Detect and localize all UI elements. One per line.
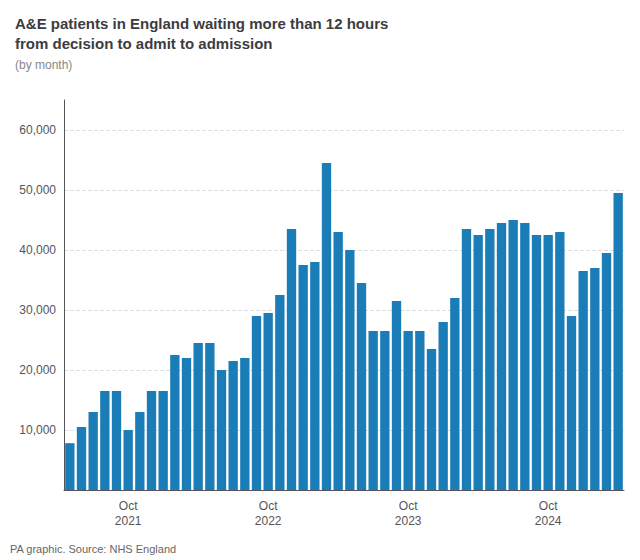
svg-text:60,000: 60,000 xyxy=(19,123,56,137)
svg-text:Oct: Oct xyxy=(119,499,138,513)
svg-text:Oct: Oct xyxy=(539,499,558,513)
svg-text:2024: 2024 xyxy=(535,514,562,528)
svg-text:20,000: 20,000 xyxy=(19,363,56,377)
svg-text:40,000: 40,000 xyxy=(19,243,56,257)
svg-text:50,000: 50,000 xyxy=(19,183,56,197)
svg-text:(by month): (by month) xyxy=(15,58,72,72)
svg-text:PA graphic. Source: NHS Englan: PA graphic. Source: NHS England xyxy=(10,543,176,555)
svg-text:Oct: Oct xyxy=(259,499,278,513)
svg-text:30,000: 30,000 xyxy=(19,303,56,317)
svg-text:2021: 2021 xyxy=(115,514,142,528)
svg-text:10,000: 10,000 xyxy=(19,423,56,437)
svg-text:A&E patients in England waitin: A&E patients in England waiting more tha… xyxy=(15,15,388,32)
svg-text:Oct: Oct xyxy=(399,499,418,513)
svg-text:2023: 2023 xyxy=(395,514,422,528)
svg-text:2022: 2022 xyxy=(255,514,282,528)
svg-text:from decision to admit to admi: from decision to admit to admission xyxy=(15,35,273,52)
